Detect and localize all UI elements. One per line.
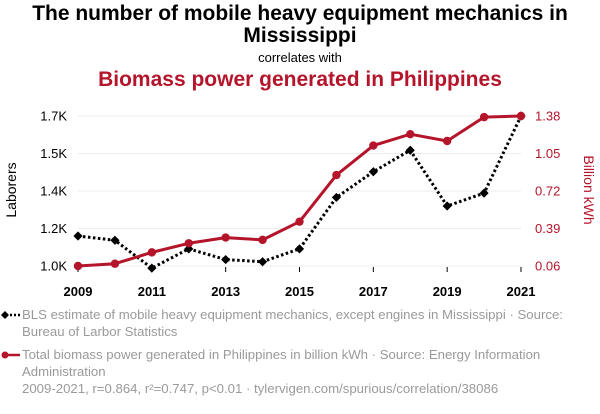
y-axis-right-ticks: 0.06 0.39 0.72 1.05 1.38 <box>535 109 560 274</box>
series-mechanics-point <box>110 235 120 245</box>
chart-subtitle: correlates with <box>258 50 342 65</box>
legend-text-biomass: Total biomass power generated in Philipp… <box>22 347 541 379</box>
x-tick-label: 2015 <box>285 284 314 299</box>
series-biomass-point <box>406 129 415 139</box>
y-right-tick-label: 0.72 <box>535 184 560 199</box>
x-tick-label: 2019 <box>433 284 462 299</box>
series-mechanics-point <box>73 231 83 241</box>
series-biomass-point <box>369 141 378 150</box>
legend-red-circle-line-icon <box>1 351 20 359</box>
series-biomass-point <box>258 235 267 245</box>
series-mechanics-point <box>442 201 452 211</box>
series-mechanics-point <box>257 257 268 267</box>
series-biomass-point <box>147 248 157 257</box>
series-biomass-point <box>295 217 304 226</box>
y-left-tick-label: 1.5K <box>40 146 67 161</box>
x-axis-ticks: 2009 2011 2013 2015 2017 2019 2021 <box>64 267 536 299</box>
series-biomass-point <box>332 170 341 180</box>
legend-text-mechanics: BLS estimate of mobile heavy equipment m… <box>22 307 563 339</box>
y-right-tick-label: 0.06 <box>535 259 560 274</box>
series-biomass-point <box>221 233 230 242</box>
chart-title-text: The number of mobile heavy equipment mec… <box>32 2 568 47</box>
series-mechanics-point <box>294 244 305 254</box>
y-right-tick-label: 1.05 <box>535 146 560 161</box>
y-left-tick-label: 1.0K <box>40 259 67 274</box>
series-mechanics-point <box>368 167 378 177</box>
y-axis-right-label: Billion kWh <box>581 155 597 224</box>
series-mechanics-point <box>147 263 157 273</box>
series-biomass-point <box>442 136 452 146</box>
series-mechanics-point <box>331 192 342 203</box>
y-left-tick-label: 1.7K <box>40 109 67 124</box>
series-mechanics-point <box>479 188 489 198</box>
y-left-tick-label: 1.4K <box>40 184 67 199</box>
y-right-tick-label: 1.38 <box>535 109 560 124</box>
series-biomass-point <box>516 111 526 121</box>
y-right-tick-label: 0.39 <box>535 221 560 236</box>
y-axis-left-label: Laborers <box>3 162 19 217</box>
x-tick-label: 2011 <box>138 284 166 299</box>
y-left-tick-label: 1.2K <box>40 221 67 236</box>
x-tick-label: 2017 <box>359 284 388 299</box>
chart-title: The number of mobile heavy equipment mec… <box>0 3 600 47</box>
grid-lines <box>78 115 521 267</box>
series-biomass-point <box>73 261 83 271</box>
series-mechanics-point <box>405 145 415 155</box>
series-biomass-point <box>184 239 193 248</box>
line-chart: 1.0K 1.2K 1.4K 1.5K 1.7K 0.06 0.39 0.72 1.05 1.3… <box>3 109 597 300</box>
footer-stats: 2009-2021, r=0.864, r²=0.747, p<0.01 · t… <box>22 381 499 396</box>
series-biomass-point <box>110 259 120 268</box>
y-axis-left-ticks: 1.0K 1.2K 1.4K 1.5K 1.7K <box>40 109 67 274</box>
series-biomass-point <box>479 112 489 122</box>
series-biomass <box>73 111 526 271</box>
x-tick-label: 2009 <box>64 284 93 299</box>
series-mechanics-point <box>221 254 231 265</box>
x-tick-label: 2013 <box>211 284 240 299</box>
chart-title-secondary: Biomass power generated in Philippines <box>98 68 502 91</box>
x-tick-label: 2021 <box>507 284 536 299</box>
legend-black-dotted-diamond-icon <box>1 311 20 319</box>
